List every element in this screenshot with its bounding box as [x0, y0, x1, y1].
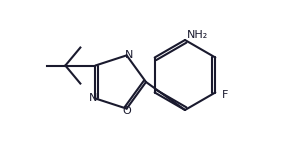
Text: N: N: [125, 50, 133, 60]
Text: N: N: [89, 93, 97, 103]
Text: F: F: [222, 90, 228, 101]
Text: NH₂: NH₂: [186, 30, 207, 40]
Text: O: O: [122, 106, 131, 116]
